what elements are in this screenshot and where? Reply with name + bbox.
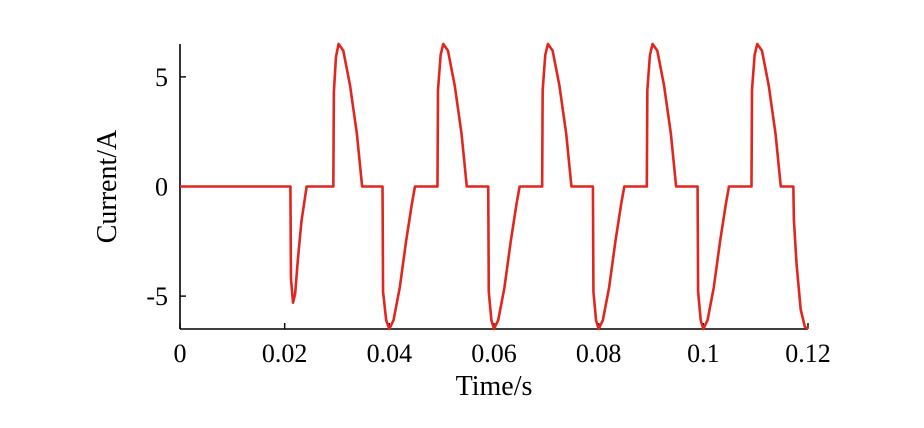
x-tick-label: 0.06 xyxy=(471,339,517,368)
series-line xyxy=(180,42,809,331)
y-axis-title: Current/A xyxy=(92,129,123,243)
y-ticks: 5 0 -5 xyxy=(146,63,186,311)
x-tick-label: 0.12 xyxy=(785,339,831,368)
series-layer xyxy=(180,42,809,331)
x-tick-label: 0.1 xyxy=(687,339,720,368)
y-tick-label: -5 xyxy=(146,282,168,311)
y-tick-label: 5 xyxy=(155,63,168,92)
x-axis-title: Time/s xyxy=(456,371,533,402)
x-tick-label: 0.04 xyxy=(367,339,413,368)
y-tick-label: 0 xyxy=(155,173,168,202)
x-tick-label: 0.02 xyxy=(262,339,308,368)
x-ticks: 0 0.02 0.04 0.06 0.08 0.1 0.12 xyxy=(174,323,831,368)
x-tick-label: 0 xyxy=(174,339,187,368)
x-tick-label: 0.08 xyxy=(576,339,622,368)
